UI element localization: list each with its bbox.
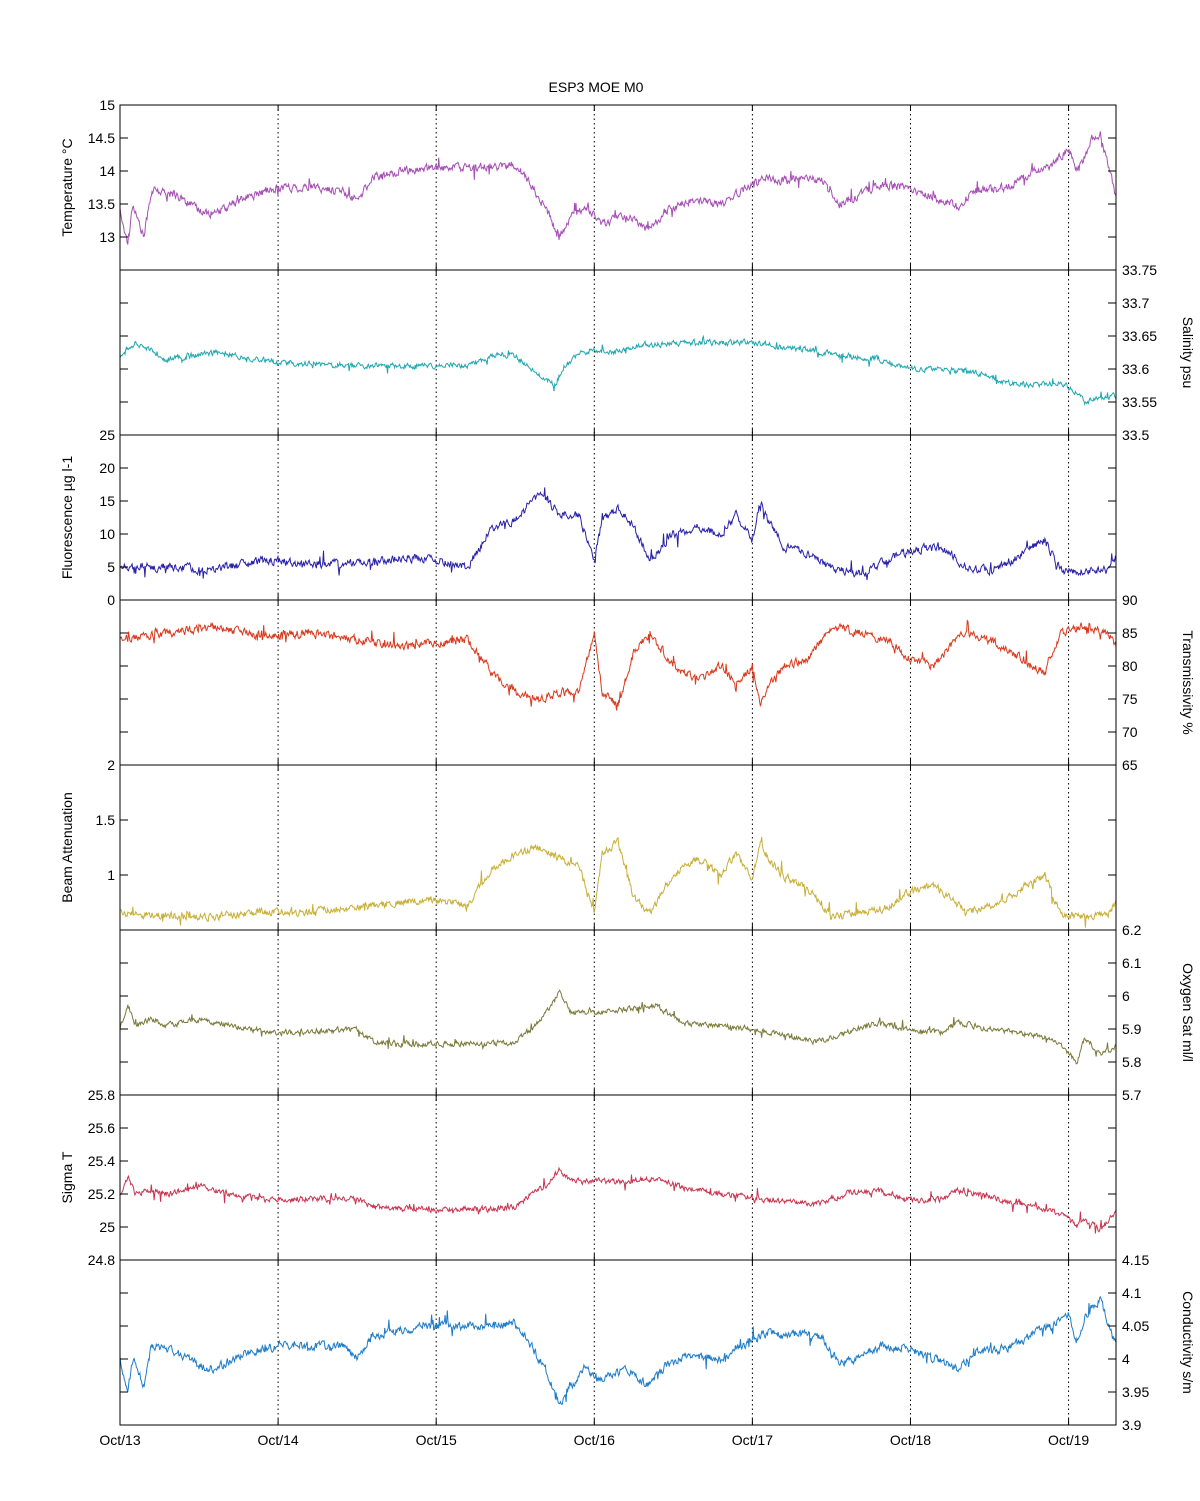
ytick-label-oxygen-0: 5.7 — [1122, 1087, 1142, 1103]
ytick-label-oxygen-1: 5.8 — [1122, 1054, 1142, 1070]
series-line-oxygen — [119, 989, 1117, 1065]
ytick-label-oxygen-3: 6 — [1122, 988, 1130, 1004]
ytick-label-beam_attenuation-2: 1.5 — [96, 812, 116, 828]
xtick-label-5: Oct/18 — [890, 1432, 931, 1448]
ytick-label-transmissivity-3: 80 — [1122, 658, 1138, 674]
ytick-label-temperature-3: 14 — [99, 163, 115, 179]
ylabel-fluorescence: Fluorescence µg l-1 — [59, 456, 75, 579]
ytick-label-beam_attenuation-1: 1 — [107, 867, 115, 883]
panel-fluorescence: 0 5 10 15 20 25 Fluorescence µg l-1 — [59, 427, 1117, 608]
ylabel-oxygen: Oxygen Sat ml/l — [1180, 963, 1196, 1062]
ytick-label-temperature-5: 15 — [99, 97, 115, 113]
ylabel-salinity: Salinity psu — [1180, 317, 1196, 389]
ytick-label-transmissivity-4: 85 — [1122, 625, 1138, 641]
ytick-label-oxygen-5: 6.2 — [1122, 922, 1142, 938]
panel-frame-salinity — [119, 269, 1117, 436]
ytick-label-temperature-4: 14.5 — [88, 130, 115, 146]
ytick-label-sigma_t-5: 25.8 — [88, 1087, 115, 1103]
panel-frame-conductivity — [119, 1259, 1117, 1426]
series-line-beam_attenuation — [119, 836, 1117, 928]
panel-transmissivity: 65 70 75 80 85 90 Transmissivity % — [119, 592, 1196, 773]
panel-conductivity: 3.9 3.95 4 4.05 4.1 4.15 Conductivity s/m — [119, 1252, 1196, 1433]
xtick-label-1: Oct/14 — [257, 1432, 298, 1448]
series-line-sigma_t — [119, 1166, 1117, 1234]
ytick-label-transmissivity-5: 90 — [1122, 592, 1138, 608]
ytick-label-sigma_t-4: 25.6 — [88, 1120, 115, 1136]
ytick-label-conductivity-3: 4.05 — [1122, 1318, 1149, 1334]
series-line-transmissivity — [119, 619, 1117, 711]
ytick-label-conductivity-1: 3.95 — [1122, 1384, 1149, 1400]
series-line-conductivity — [119, 1295, 1117, 1406]
ytick-label-sigma_t-3: 25.4 — [88, 1153, 115, 1169]
ytick-label-fluorescence-4: 20 — [99, 460, 115, 476]
xtick-label-4: Oct/17 — [732, 1432, 773, 1448]
ylabel-sigma_t: Sigma T — [59, 1151, 75, 1203]
xtick-label-2: Oct/15 — [416, 1432, 457, 1448]
ytick-label-salinity-1: 33.55 — [1122, 394, 1157, 410]
ytick-label-sigma_t-0: 24.8 — [88, 1252, 115, 1268]
ytick-label-salinity-2: 33.6 — [1122, 361, 1149, 377]
chart-title: ESP3 MOE M0 — [549, 79, 644, 95]
ytick-label-fluorescence-0: 0 — [107, 592, 115, 608]
ytick-label-fluorescence-1: 5 — [107, 559, 115, 575]
ytick-label-transmissivity-1: 70 — [1122, 724, 1138, 740]
ylabel-beam_attenuation: Beam Attenuation — [59, 792, 75, 903]
ytick-label-fluorescence-5: 25 — [99, 427, 115, 443]
panel-frame-oxygen — [119, 929, 1117, 1096]
xtick-label-3: Oct/16 — [574, 1432, 615, 1448]
panel-temperature: 13 13.5 14 14.5 15 Temperature °C — [59, 97, 1117, 271]
ylabel-conductivity: Conductivity s/m — [1180, 1291, 1196, 1394]
series-line-fluorescence — [119, 487, 1117, 581]
panel-beam_attenuation: 1 1.5 2 Beam Attenuation — [59, 757, 1117, 931]
ytick-label-temperature-1: 13 — [99, 229, 115, 245]
series-line-salinity — [119, 334, 1117, 406]
ytick-label-conductivity-4: 4.1 — [1122, 1285, 1142, 1301]
ytick-label-salinity-0: 33.5 — [1122, 427, 1149, 443]
ytick-label-oxygen-4: 6.1 — [1122, 955, 1142, 971]
ytick-label-transmissivity-0: 65 — [1122, 757, 1138, 773]
ytick-label-salinity-3: 33.65 — [1122, 328, 1157, 344]
x-axis: Oct/13 Oct/14 Oct/15 Oct/16 Oct/17 Oct/18 Oct/… — [99, 1432, 1089, 1448]
panel-salinity: 33.5 33.55 33.6 33.65 33.7 33.75 Salinity psu — [119, 262, 1196, 443]
xtick-label-0: Oct/13 — [99, 1432, 140, 1448]
ytick-label-fluorescence-3: 15 — [99, 493, 115, 509]
ytick-label-beam_attenuation-3: 2 — [107, 757, 115, 773]
ytick-label-oxygen-2: 5.9 — [1122, 1021, 1142, 1037]
panel-frame-sigma_t — [119, 1094, 1117, 1261]
xtick-label-6: Oct/19 — [1048, 1432, 1089, 1448]
ytick-label-temperature-2: 13.5 — [88, 196, 115, 212]
panel-frame-temperature — [119, 104, 1117, 271]
ylabel-transmissivity: Transmissivity % — [1180, 630, 1196, 735]
ytick-label-sigma_t-2: 25.2 — [88, 1186, 115, 1202]
ytick-label-fluorescence-2: 10 — [99, 526, 115, 542]
ytick-label-transmissivity-2: 75 — [1122, 691, 1138, 707]
panel-frame-fluorescence — [119, 434, 1117, 601]
panel-oxygen: 5.7 5.8 5.9 6 6.1 6.2 Oxygen Sat ml/l — [119, 922, 1196, 1103]
series-line-temperature — [119, 131, 1117, 245]
ylabel-temperature: Temperature °C — [59, 138, 75, 236]
ytick-label-sigma_t-1: 25 — [99, 1219, 115, 1235]
ytick-label-conductivity-2: 4 — [1122, 1351, 1130, 1367]
panel-sigma_t: 24.8 25 25.2 25.4 25.6 25.8 Sigma T — [59, 1087, 1117, 1268]
ytick-label-conductivity-0: 3.9 — [1122, 1417, 1142, 1433]
ytick-label-salinity-5: 33.75 — [1122, 262, 1157, 278]
ytick-label-conductivity-5: 4.15 — [1122, 1252, 1149, 1268]
panel-frame-beam_attenuation — [119, 764, 1117, 931]
ytick-label-salinity-4: 33.7 — [1122, 295, 1149, 311]
